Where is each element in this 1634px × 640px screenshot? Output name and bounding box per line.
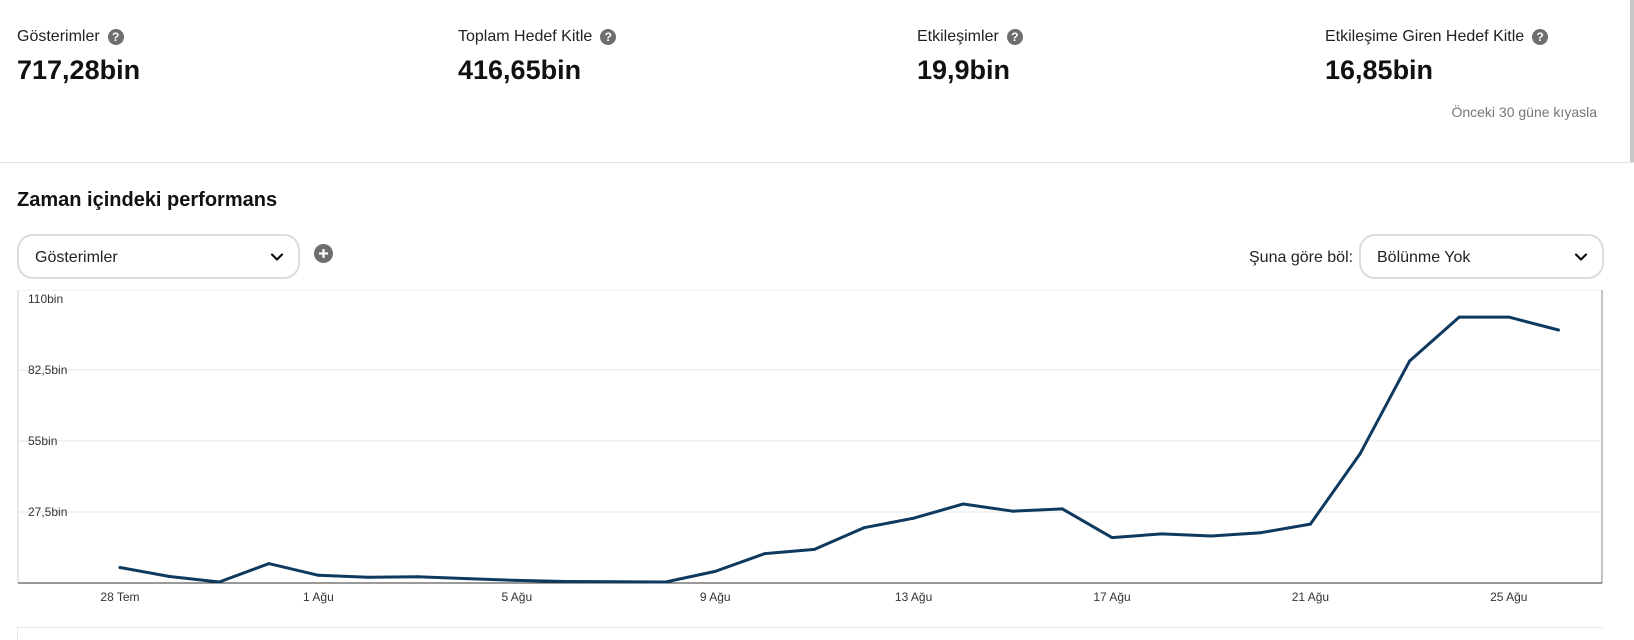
y-tick-label: 110bin [28,292,63,306]
metric-value: 717,28bin [17,55,141,85]
x-tick-label: 9 Ağu [700,590,731,604]
data-point [366,575,370,579]
data-point [168,575,172,579]
data-point [118,566,122,570]
plus-circle-icon[interactable] [314,244,333,263]
summary-metrics: Gösterimler ? 717,28bin Toplam Hedef Kit… [0,0,1634,163]
question-circle-icon[interactable]: ? [1006,29,1023,45]
data-point [1408,359,1412,363]
metric-impressions: Gösterimler ? 717,28bin [17,28,140,86]
metric-value: 19,9bin [917,55,1011,85]
data-point [1308,522,1312,526]
data-point [713,569,717,573]
data-point [862,526,866,530]
data-point [1160,532,1164,536]
metric-value: 16,85bin [1325,55,1434,85]
data-point [812,547,816,551]
x-tick-label: 13 Ağu [895,590,932,604]
data-point [564,579,568,583]
metric-label: Etkileşime Giren Hedef Kitle [1325,28,1525,45]
split-select[interactable]: Bölünme Yok [1359,234,1604,279]
question-circle-icon[interactable]: ? [1532,29,1549,45]
comparison-note: Önceki 30 güne kıyasla [1451,104,1597,120]
data-point [1556,328,1560,332]
data-point [217,580,221,584]
x-tick-label: 25 Ağu [1490,590,1527,604]
data-point [1011,509,1015,513]
series-line [118,315,1560,584]
performance-line-chart: 27,5bin 55bin 82,5bin 110bin 28 Tem 1 Ağu 5 Ağ… [17,290,1603,604]
data-point [912,516,916,520]
data-point [1060,507,1064,511]
metric-value: 416,65bin [458,55,582,85]
metric-total-audience: Toplam Hedef Kitle ? 416,65bin [458,28,617,86]
metric-label: Etkileşimler [917,28,999,45]
table-header-edge [17,627,1603,640]
question-circle-icon[interactable]: ? [107,29,124,45]
data-point [961,502,965,506]
x-tick-label: 17 Ağu [1093,590,1130,604]
data-point [1209,534,1213,538]
metric-engaged-audience: Etkileşime Giren Hedef Kitle ? 16,85bin [1325,28,1549,86]
data-point [1457,315,1461,319]
question-circle-icon[interactable]: ? [600,29,617,45]
page-scrollbar[interactable] [1630,0,1634,162]
data-point [316,573,320,577]
data-point [664,580,668,584]
y-tick-label: 55bin [28,434,57,448]
x-tick-label: 21 Ağu [1292,590,1329,604]
chevron-down-icon [270,253,284,261]
y-tick-label: 27,5bin [28,505,67,519]
data-point [1358,452,1362,456]
section-title: Zaman içindeki performans [17,189,278,211]
data-point [416,575,420,579]
metric-select[interactable]: Gösterimler [17,234,300,279]
metric-engagements: Etkileşimler ? 19,9bin [917,28,1023,86]
x-tick-label: 28 Tem [100,590,139,604]
data-point [1110,536,1114,540]
data-point [1259,531,1263,535]
x-tick-label: 5 Ağu [501,590,532,604]
data-point [763,552,767,556]
data-point [465,577,469,581]
data-point [614,580,618,584]
metric-label: Toplam Hedef Kitle [458,28,593,45]
data-point [515,578,519,582]
y-tick-label: 82,5bin [28,363,67,377]
x-tick-label: 1 Ağu [303,590,334,604]
data-point [267,562,271,566]
data-point [1507,315,1511,319]
split-by-label: Şuna göre böl: [1249,249,1354,266]
chevron-down-icon [1574,253,1588,261]
split-select-value: Bölünme Yok [1377,249,1471,266]
chart-area [18,290,1602,583]
metric-select-value: Gösterimler [35,249,118,266]
metric-label: Gösterimler [17,28,100,45]
